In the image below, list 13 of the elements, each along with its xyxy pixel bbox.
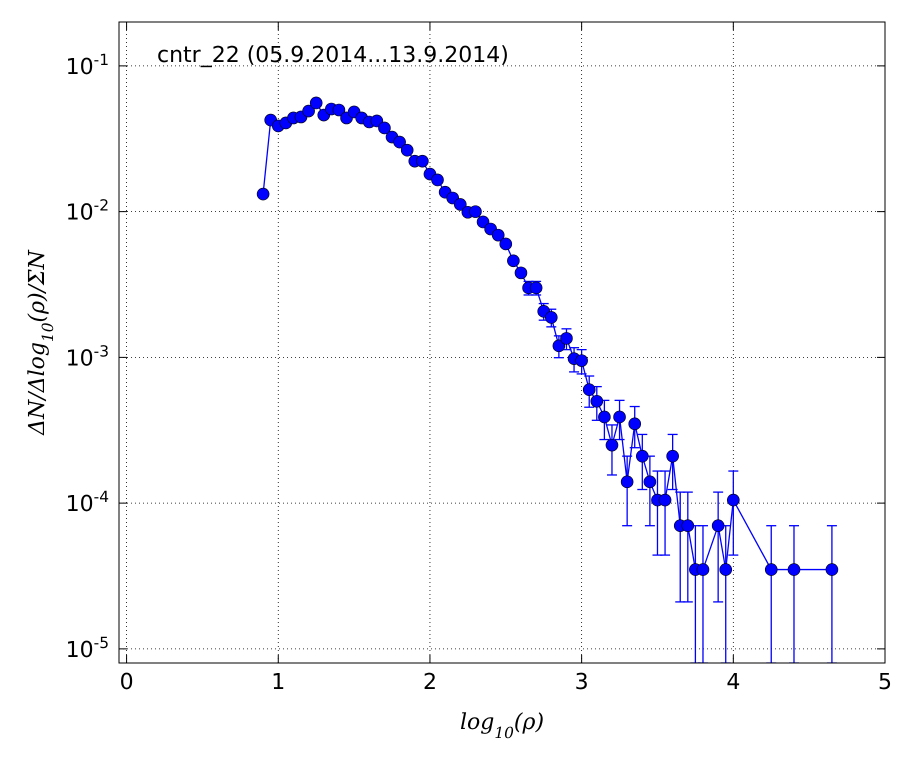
y-tick-label: 10$^{-3}$	[66, 342, 109, 372]
x-axis-title: log$_{10}$(ρ)	[460, 710, 544, 742]
y-tick-label: 10$^{-2}$	[66, 196, 109, 226]
x-tick-label: 1	[271, 670, 286, 695]
x-tick-label: 4	[726, 670, 740, 695]
x-tick-label: 3	[574, 670, 589, 695]
y-tick-label: 10$^{-4}$	[66, 488, 109, 518]
y-tick-label: 10$^{-1}$	[66, 50, 109, 80]
y-tick-label: 10$^{-5}$	[66, 634, 109, 663]
x-tick-label: 0	[120, 670, 134, 695]
x-tick-label: 2	[422, 670, 437, 695]
text: cntr_22 (05.9.2014...13.9.2014)	[157, 43, 509, 68]
x-tick-label: 5	[878, 670, 892, 695]
